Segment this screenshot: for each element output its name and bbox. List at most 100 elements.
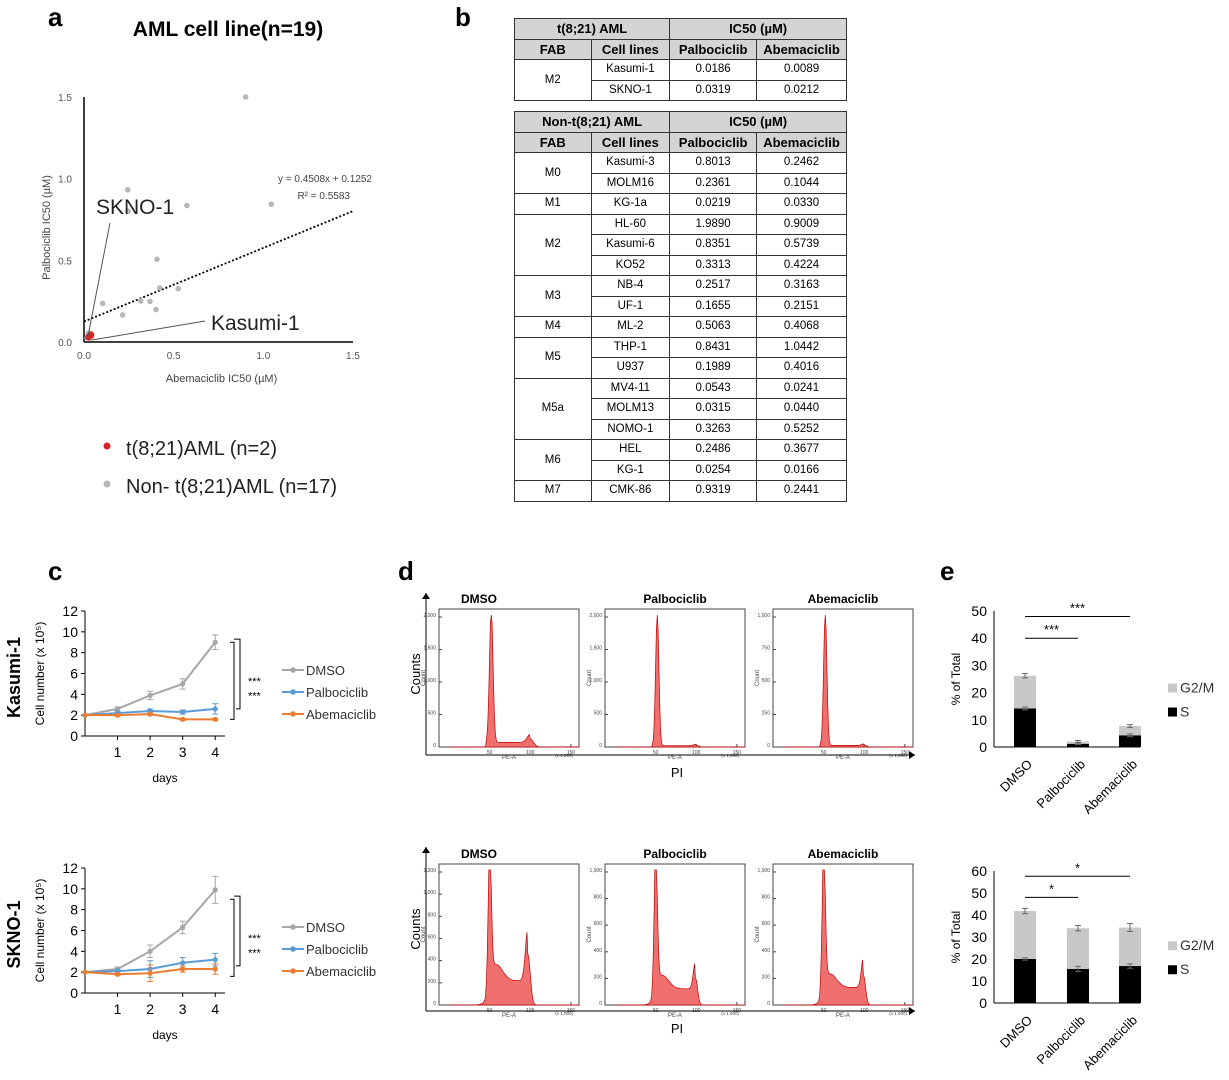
fab-cell: M7 [514, 480, 592, 502]
x-tick-label: 0.5 [167, 351, 181, 362]
table-cell: 0.3313 [669, 254, 758, 276]
table-cell: 0.3677 [756, 439, 847, 461]
table-row: M3 NB-4 0.2517 0.3163 [514, 275, 847, 317]
histogram-y-tick-label: 1,000 [757, 613, 770, 619]
table-row: M2 HL-60 1.9890 0.9009 [514, 213, 847, 276]
table-cell: 0.0330 [756, 193, 847, 215]
fab-cell: M3 [514, 275, 592, 317]
series-line-dmso [84, 889, 216, 974]
table-cell: 0.0212 [756, 79, 847, 101]
y-tick-label: 6 [70, 666, 78, 682]
histogram-y-tick-label: 0 [767, 743, 770, 749]
x-axis-label: Abemaciclib IC50 (µM) [166, 373, 277, 385]
legend-label: Palbociclib [306, 685, 368, 700]
histogram-y-tick-label: 1,000 [589, 868, 602, 874]
data-point-abemaciclib [82, 712, 88, 718]
table-cell: ML-2 [590, 316, 671, 338]
table-cell: KG-1 [590, 459, 671, 481]
histogram-inner-ylabel: Count [755, 670, 761, 686]
table-cell: 0.4224 [756, 254, 847, 276]
y-tick-label: 2 [70, 964, 78, 980]
data-point-non-t821 [125, 208, 131, 214]
counts-axis-arrow [422, 593, 430, 599]
legend-marker [290, 689, 296, 695]
bar-g2m [1014, 675, 1036, 709]
histogram-y-tick-label: 400 [762, 948, 771, 954]
table-cell: 0.2486 [669, 439, 758, 461]
table-cell: 0.9009 [756, 213, 847, 235]
histogram-frame [604, 608, 746, 748]
histogram-inner-xlabel: PE-A [502, 755, 516, 761]
data-point-dmso [212, 639, 218, 645]
histogram-y-tick-label: 400 [594, 948, 603, 954]
y-tick-label: 12 [62, 860, 78, 876]
histogram-inner-xlabel: PE-A [502, 1013, 516, 1019]
data-point-non-t821 [137, 298, 144, 304]
y-tick-label: 4 [70, 686, 78, 702]
x-tick-label: DMSO [997, 757, 1035, 795]
table-cell: THP-1 [590, 336, 671, 358]
y-tick-label: 60 [971, 863, 987, 879]
table-cell: NOMO-1 [590, 418, 671, 440]
table-row: M7 CMK-86 0.9319 0.2441 [514, 480, 847, 502]
table-cell: 0.0254 [669, 459, 758, 481]
x-tick-label: 1 [114, 744, 122, 760]
table-cell: 0.3263 [669, 418, 758, 440]
table-row: M1 KG-1a 0.0219 0.0330 [514, 193, 847, 215]
histogram-y-tick-label: 600 [594, 921, 603, 927]
histogram-title: Abemaciclib [808, 847, 879, 861]
table-cell: HL-60 [590, 213, 671, 235]
panel-label-d: d [398, 556, 414, 586]
fab-cell: M4 [514, 316, 592, 338]
y-tick-label: 40 [971, 907, 987, 923]
x-tick-label: 1 [114, 1001, 122, 1017]
legend-marker-non-t821 [103, 480, 111, 488]
bar-s [1067, 743, 1089, 747]
legend-marker [290, 667, 296, 673]
histogram-frame [772, 608, 914, 748]
series-line-dmso [84, 641, 217, 717]
x-tick-label: 4 [211, 744, 219, 760]
table-cell: 0.5252 [756, 418, 847, 440]
histogram-y-tick-label: 1,500 [589, 646, 602, 652]
histogram-y-tick-label: 400 [428, 957, 437, 963]
table-cell: 0.0543 [669, 377, 758, 399]
histogram-y-tick-label: 200 [762, 974, 771, 980]
legend-swatch-g2m [1168, 941, 1177, 951]
histogram-x-tick-label: 100 [860, 750, 869, 756]
histogram-title: Abemaciclib [808, 592, 879, 606]
histogram-area [615, 614, 745, 748]
data-point-abemaciclib [114, 971, 121, 977]
table-column-header: Abemaciclib [756, 38, 847, 60]
histogram-y-tick-label: 1,000 [423, 890, 436, 896]
table-row: M6 HEL 0.2486 0.3677 [514, 439, 847, 481]
histogram-x-tick-label: 50 [653, 750, 659, 756]
histogram-area [783, 614, 913, 748]
y-tick-label: 1.0 [58, 175, 72, 186]
legend-label: Abemaciclib [306, 707, 376, 722]
histogram-frame [772, 863, 914, 1006]
table-cell: 0.5739 [756, 234, 847, 256]
legend-label: DMSO [306, 663, 345, 678]
histogram-x-tick-label: 50 [821, 750, 827, 756]
table-cell: Kasumi-3 [590, 152, 671, 174]
x-tick-label: 2 [146, 744, 154, 760]
table-cell: 0.8351 [669, 234, 758, 256]
x-tick-label: 0.0 [77, 351, 91, 362]
data-point-abemaciclib [147, 970, 153, 976]
y-tick-label: 20 [971, 685, 987, 701]
histogram-y-tick-label: 1,000 [589, 678, 602, 684]
table-column-header: Cell lines [590, 38, 671, 60]
sig-marker: *** [1070, 600, 1085, 615]
data-point-non-t821 [154, 256, 160, 263]
table-cell: Kasumi-1 [590, 59, 671, 81]
table-column-header: Palbociclib [669, 131, 758, 153]
fab-cell: M2 [514, 213, 592, 276]
table-cell: 0.0315 [669, 398, 758, 420]
table-row: M5 THP-1 0.8431 1.0442 [514, 336, 847, 379]
y-tick-label: 30 [971, 929, 987, 945]
sig-bracket-outer [234, 895, 241, 967]
histogram-y-tick-label: 600 [762, 921, 771, 927]
panel-label-b: b [455, 2, 471, 32]
